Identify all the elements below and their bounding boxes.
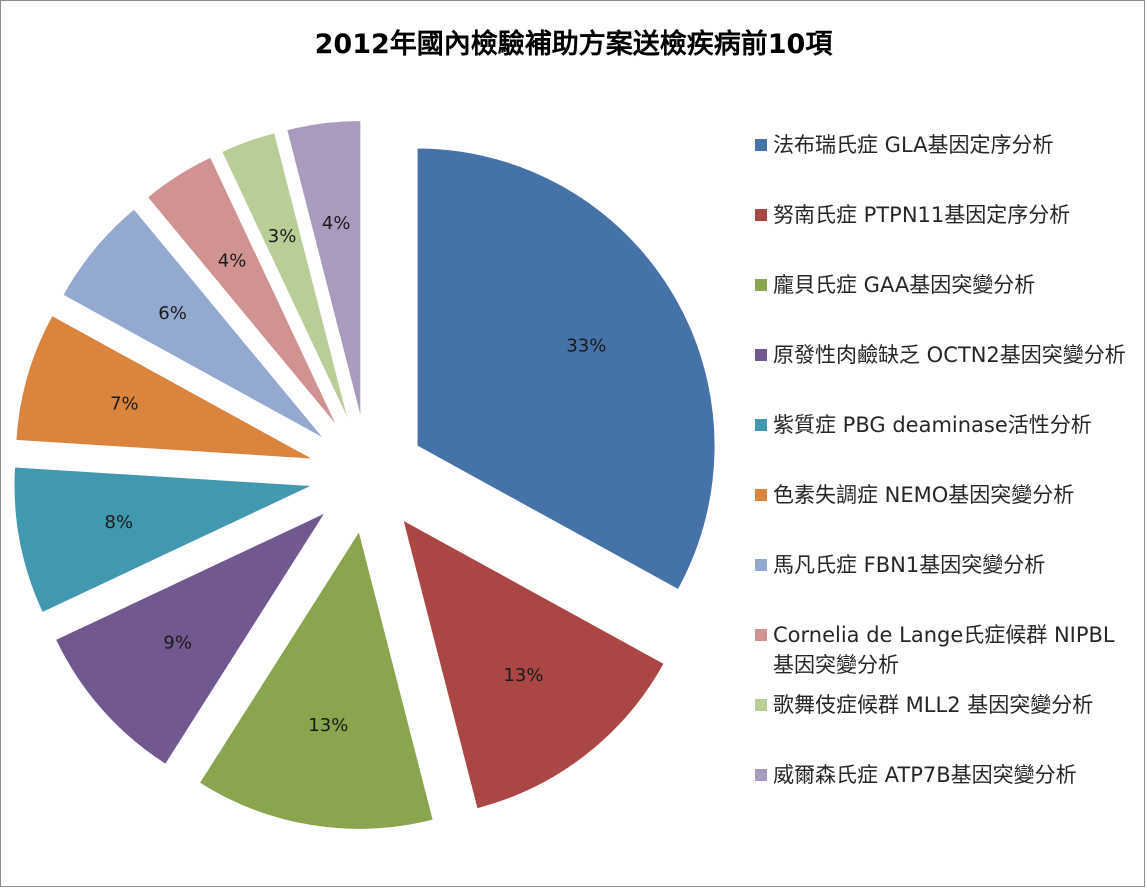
pie-slice-7 (62, 208, 325, 440)
pie-slice-6 (15, 314, 314, 460)
legend-item-5: 紫質症 PBG deaminase活性分析 (755, 410, 1130, 440)
pie-slice-1 (416, 147, 716, 591)
legend-label: 威爾森氏症 ATP7B基因突變分析 (773, 763, 1077, 787)
slice-data-label-2: 13% (503, 665, 543, 686)
chart-title: 2012年國內檢驗補助方案送檢疾病前10項 (314, 29, 833, 60)
legend-label: 龐貝氏症 GAA基因突變分析 (773, 273, 1036, 297)
legend-swatch (755, 349, 767, 361)
legend-label: 努南氏症 PTPN11基因定序分析 (773, 203, 1071, 227)
slice-data-label-4: 9% (163, 632, 192, 653)
legend-swatch (755, 559, 767, 571)
slice-data-label-9: 3% (268, 226, 297, 247)
legend-item-3: 龐貝氏症 GAA基因突變分析 (755, 270, 1130, 300)
legend-swatch (755, 279, 767, 291)
slice-data-label-10: 4% (322, 213, 351, 234)
legend-item-4: 原發性肉鹼缺乏 OCTN2基因突變分析 (755, 340, 1130, 370)
legend-item-1: 法布瑞氏症 GLA基因定序分析 (755, 130, 1130, 160)
pie-slice-10 (286, 119, 362, 419)
legend-label: 色素失調症 NEMO基因突變分析 (773, 483, 1075, 507)
legend-swatch (755, 209, 767, 221)
slice-data-label-8: 4% (218, 250, 247, 271)
legend-item-2: 努南氏症 PTPN11基因定序分析 (755, 200, 1130, 230)
pie-slice-3 (198, 530, 434, 830)
legend-swatch (755, 489, 767, 501)
legend-item-7: 馬凡氏症 FBN1基因突變分析 (755, 550, 1130, 580)
legend-item-6: 色素失調症 NEMO基因突變分析 (755, 480, 1130, 510)
pie-slice-9 (221, 132, 350, 422)
legend-label: 原發性肉鹼缺乏 OCTN2基因突變分析 (773, 343, 1126, 367)
legend-swatch (755, 139, 767, 151)
slice-data-label-7: 6% (158, 303, 187, 324)
slice-data-label-6: 7% (110, 394, 139, 415)
legend-label: 歌舞伎症候群 MLL2 基因突變分析 (773, 693, 1094, 717)
slice-data-label-5: 8% (105, 512, 134, 533)
legend-label: 馬凡氏症 FBN1基因突變分析 (773, 553, 1046, 577)
legend-swatch (755, 699, 767, 711)
slice-data-label-1: 33% (566, 335, 606, 356)
legend-swatch (755, 629, 767, 641)
pie-slice-4 (54, 511, 327, 765)
legend-swatch (755, 419, 767, 431)
legend-swatch (755, 769, 767, 781)
slice-data-label-3: 13% (308, 715, 348, 736)
legend-label: Cornelia de Lange氏症候群 NIPBL基因突變分析 (773, 623, 1115, 677)
pie-chart: 33% 13% 13% 9% 8% 7% 6% 4% 3% 4% (13, 119, 716, 830)
legend-item-8: Cornelia de Lange氏症候群 NIPBL基因突變分析 (755, 620, 1130, 680)
legend-item-9: 歌舞伎症候群 MLL2 基因突變分析 (755, 690, 1130, 720)
legend-item-10: 威爾森氏症 ATP7B基因突變分析 (755, 760, 1130, 790)
pie-slice-2 (402, 519, 665, 810)
pie-slice-8 (146, 156, 338, 428)
legend-label: 法布瑞氏症 GLA基因定序分析 (773, 133, 1054, 157)
pie-slice-5 (13, 466, 313, 614)
legend-label: 紫質症 PBG deaminase活性分析 (773, 413, 1092, 437)
